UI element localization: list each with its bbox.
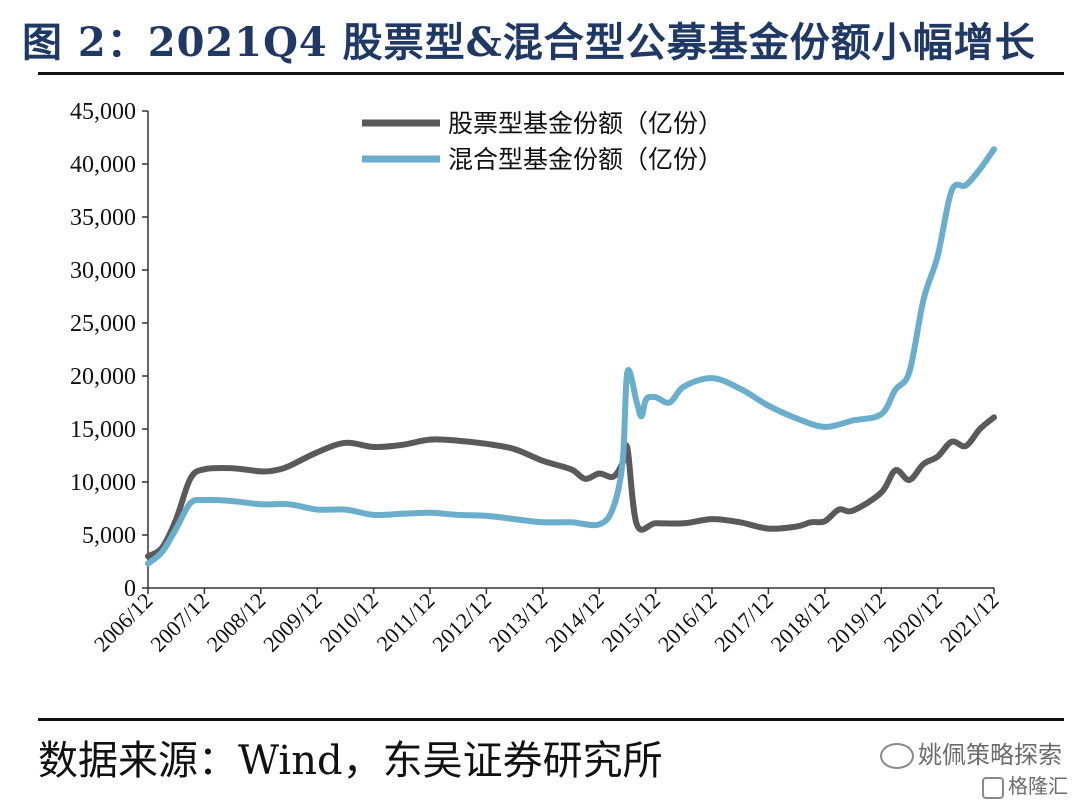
y-axis: 0 5,000 10,000 15,000 20,000 25,000 30,000 35,0… <box>70 99 149 602</box>
wechat-icon <box>880 743 914 769</box>
series-line-1 <box>145 146 997 567</box>
y-tick-label: 5,000 <box>82 523 136 549</box>
x-axis: 2006/122007/122008/122009/122010/122011/… <box>89 587 1004 657</box>
watermark: 姚佩策略探索 <box>880 735 1062 770</box>
y-tick-label: 40,000 <box>70 152 136 178</box>
y-tick-label: 35,000 <box>70 205 136 231</box>
x-tick-label: 2016/12 <box>653 588 722 657</box>
source-note: 数据来源：Wind，东吴证券研究所 <box>38 738 663 784</box>
x-tick-label: 2010/12 <box>314 588 383 657</box>
series-layer <box>145 146 997 567</box>
watermark-sub-text: 格隆汇 <box>1008 774 1068 798</box>
y-tick-label: 0 <box>124 576 136 602</box>
legend: 股票型基金份额（亿份） 混合型基金份额（亿份） <box>362 109 723 174</box>
x-tick-label: 2018/12 <box>766 588 835 657</box>
x-tick-label: 2009/12 <box>258 588 327 657</box>
watermark-text: 姚佩策略探索 <box>918 741 1062 769</box>
line-chart: 0 5,000 10,000 15,000 20,000 25,000 30,000 35,0… <box>70 99 1004 657</box>
y-tick-label: 25,000 <box>70 311 136 337</box>
y-tick-label: 45,000 <box>70 99 136 125</box>
watermark-sub: 格隆汇 <box>982 770 1068 799</box>
x-tick-label: 2014/12 <box>540 588 609 657</box>
x-tick-label: 2017/12 <box>709 588 778 657</box>
y-tick-label: 30,000 <box>70 258 136 284</box>
y-tick-label: 20,000 <box>70 364 136 390</box>
x-tick-label: 2012/12 <box>427 588 496 657</box>
page-title: 图 2：2021Q4 股票型&混合型公募基金份额小幅增长 <box>22 19 1036 66</box>
x-tick-label: 2013/12 <box>484 588 553 657</box>
legend-label-0: 股票型基金份额（亿份） <box>448 109 723 138</box>
x-tick-label: 2011/12 <box>371 588 439 656</box>
x-tick-label: 2019/12 <box>822 588 891 657</box>
gelonghui-logo-icon <box>982 776 1004 799</box>
top-rule <box>38 72 1064 75</box>
y-tick-label: 10,000 <box>70 470 136 496</box>
x-tick-label: 2020/12 <box>878 588 947 657</box>
bottom-rule <box>38 718 1064 721</box>
legend-label-1: 混合型基金份额（亿份） <box>448 145 723 174</box>
x-tick-label: 2008/12 <box>202 588 271 657</box>
series-line-0 <box>145 414 997 560</box>
x-tick-label: 2015/12 <box>596 588 665 657</box>
y-tick-label: 15,000 <box>70 417 136 443</box>
x-tick-label: 2007/12 <box>145 588 214 657</box>
x-tick-label: 2021/12 <box>935 588 1004 657</box>
